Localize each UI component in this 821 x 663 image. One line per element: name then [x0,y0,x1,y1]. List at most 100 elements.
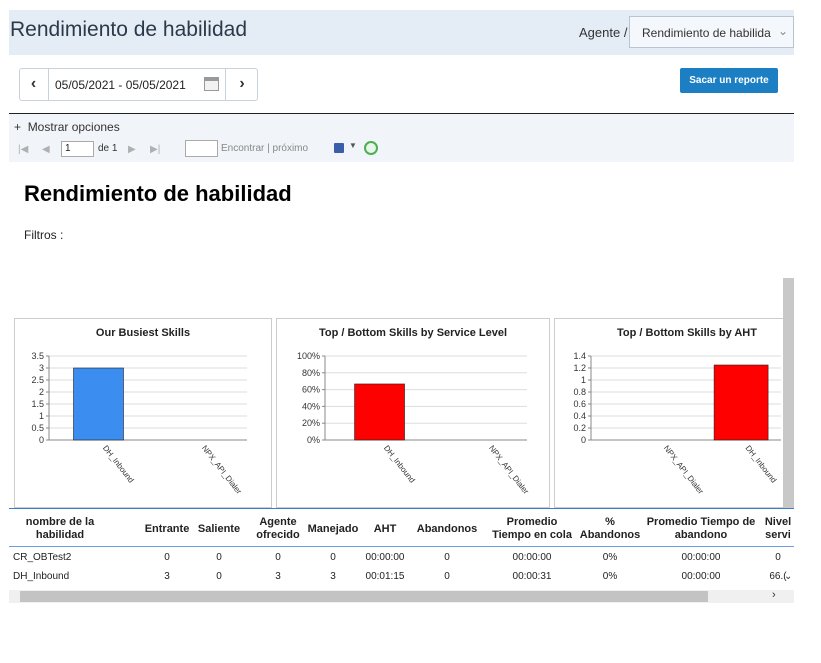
y-tick-label: 0 [581,435,586,445]
y-tick-label: 0.8 [573,387,586,397]
page-number-input[interactable]: 1 [61,141,94,157]
report-select[interactable]: Rendimiento de habilida ⌄ [629,16,794,48]
run-report-button[interactable]: Sacar un reporte [680,68,778,93]
table-cell: 3 [164,571,170,582]
x-tick-label: NPX_API_Dialer [487,444,531,496]
y-tick-label: 60% [302,385,320,395]
scroll-down-icon[interactable]: ⌄ [784,571,793,582]
table-cell: 0 [216,571,222,582]
date-range-value[interactable]: 05/05/2021 - 05/05/2021 [55,78,186,92]
chevron-right-icon[interactable]: › [225,68,258,101]
report-select-value: Rendimiento de habilida [642,26,771,40]
column-header: Manejado [307,523,359,535]
refresh-icon[interactable] [364,141,378,155]
column-header: Promedio Tiempo en cola [492,516,572,541]
table-cell: 0 [164,552,170,563]
chart-title: Top / Bottom Skills by AHT [617,327,757,339]
y-tick-label: 0% [307,435,320,445]
table-cell: 0% [602,571,618,582]
page-count: de 1 [98,143,118,154]
table-cell: 0 [330,552,336,563]
table-cell: DH_Inbound [13,571,70,582]
prev-page-icon[interactable]: ◀ [42,144,50,155]
report-title: Rendimiento de habilidad [24,181,292,206]
table-cell: 00:00:00 [681,571,721,582]
bar [713,364,769,441]
y-tick-label: 0 [39,435,44,445]
column-header: Promedio Tiempo de abandono [646,516,756,541]
column-header: nombre de la habilidad [25,516,95,541]
table-cell: 00:01:15 [365,571,405,582]
horizontal-scroll-thumb[interactable] [20,591,708,602]
table-cell: 0% [602,552,618,563]
y-tick-label: 80% [302,368,320,378]
table-cell: 00:00:00 [681,552,721,563]
scroll-right-icon[interactable]: › [772,589,776,601]
table-cell: 3 [275,571,281,582]
table-cell: 00:00:00 [512,552,552,563]
y-tick-label: 2 [39,387,44,397]
x-tick-label: DH_Inbound [101,444,136,485]
chevron-down-icon: ⌄ [777,24,788,38]
chart-busiest: 3.5 3 2.5 2 1.5 1 0.5 0 DH_Inbound NPX_API_Dialer [31,351,247,496]
y-tick-label: 2.5 [31,375,44,385]
find-next-link[interactable]: Encontrar | próximo [221,143,309,154]
report-toolbar [9,114,794,162]
filters-label: Filtros : [24,228,64,242]
bar [73,367,124,441]
column-header: AHT [373,523,397,535]
y-tick-label: 40% [302,401,320,411]
table-cell: 00:00:31 [512,571,552,582]
table-cell: 0 [216,552,222,563]
next-page-icon[interactable]: ▶ [128,144,136,155]
y-tick-label: 100% [297,351,320,361]
y-tick-label: 20% [302,418,320,428]
y-tick-label: 1.4 [573,351,586,361]
y-tick-label: 0.5 [31,423,44,433]
find-input[interactable] [185,140,218,157]
x-tick-label: DH_Inbound [382,444,417,485]
table-cell: 0 [275,552,281,563]
plus-icon: + [14,120,28,134]
table-cell: CR_OBTest2 [13,552,72,563]
column-header: Saliente [197,523,241,535]
y-tick-label: 1.5 [31,399,44,409]
breadcrumb-agent[interactable]: Agente / [579,25,628,40]
export-save-icon[interactable] [334,143,344,153]
vertical-scrollbar[interactable] [783,278,794,508]
last-page-icon[interactable]: ▶| [150,144,161,155]
y-tick-label: 0.4 [573,411,586,421]
table-cell: 3 [330,571,336,582]
y-tick-label: 0.6 [573,399,586,409]
chevron-left-icon[interactable]: ‹ [19,68,49,101]
results-table [9,508,794,603]
column-header: Entrante [144,523,190,535]
y-tick-label: 1 [39,411,44,421]
chart-panel-aht: Top / Bottom Skills by AHT 1.4 1.2 1 0.8 0.6… [554,318,783,508]
table-top-rule [9,508,794,509]
show-options-toggle[interactable]: + Mostrar opciones [14,120,120,134]
show-options-label: Mostrar opciones [27,120,120,134]
y-tick-label: 3 [39,363,44,373]
table-cell: 0 [444,552,450,563]
column-header: Abandonos [416,523,478,535]
table-cell: 0 [444,571,450,582]
table-cell: 0 [775,552,781,563]
export-dropdown-icon[interactable]: ▼ [349,141,357,150]
chart-service-level: 100% 80% 60% 40% 20% 0% DH_Inbound NPX_API_Dial… [297,351,531,496]
chart-title: Top / Bottom Skills by Service Level [318,327,508,339]
first-page-icon[interactable]: |◀ [18,144,29,155]
table-cell: 66.( [769,571,787,582]
calendar-icon[interactable] [204,77,219,91]
y-tick-label: 1.2 [573,363,586,373]
y-tick-label: 1 [581,375,586,385]
bar [354,383,405,441]
table-header-rule [9,546,794,547]
chart-aht: 1.4 1.2 1 0.8 0.6 0.4 0.2 0 NPX_API_Dialer DH_Inb… [573,351,781,496]
page-title: Rendimiento de habilidad [10,18,247,41]
divider [9,113,794,114]
chart-panel-service-level: Top / Bottom Skills by Service Level 100… [276,318,550,508]
chart-panel-busiest: Our Busiest Skills 3.5 3 2.5 2 1.5 1 0.5 0 DH_In… [14,318,272,508]
y-tick-label: 3.5 [31,351,44,361]
x-tick-label: NPX_API_Dialer [200,444,244,496]
